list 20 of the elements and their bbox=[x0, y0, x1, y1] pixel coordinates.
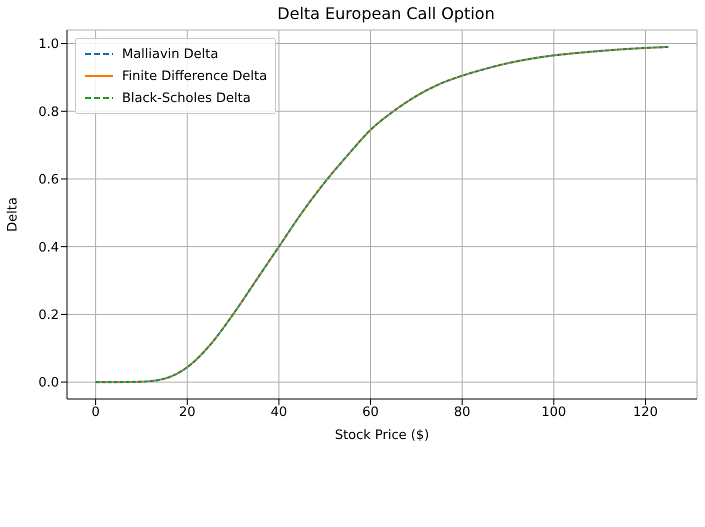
line-series bbox=[94, 46, 670, 384]
y-tick-label: 1.0 bbox=[38, 37, 59, 52]
y-tick-label: 0.8 bbox=[38, 104, 59, 120]
x-axis-title: Stock Price ($) bbox=[334, 428, 430, 443]
x-tick-label: 80 bbox=[454, 405, 470, 420]
x-tick-label: 0 bbox=[91, 405, 100, 420]
legend-label: Black-Scholes Delta bbox=[122, 90, 251, 106]
chart-title: Delta European Call Option bbox=[276, 4, 496, 23]
y-tick-label: 0.6 bbox=[38, 172, 59, 188]
legend-label: Malliavin Delta bbox=[122, 46, 218, 62]
x-tick-label: 40 bbox=[270, 405, 288, 420]
x-tick-label: 100 bbox=[541, 405, 566, 420]
legend-label: Finite Difference Delta bbox=[122, 68, 268, 84]
x-tick-label: 60 bbox=[362, 405, 379, 420]
y-tick-label: 0.4 bbox=[38, 240, 59, 256]
y-tick-label: 0.0 bbox=[38, 376, 59, 391]
y-tick-label: 0.2 bbox=[38, 308, 59, 323]
x-tick-label: 120 bbox=[633, 405, 658, 420]
x-tick-label: 20 bbox=[179, 405, 196, 420]
y-axis-title: Delta bbox=[6, 197, 21, 232]
